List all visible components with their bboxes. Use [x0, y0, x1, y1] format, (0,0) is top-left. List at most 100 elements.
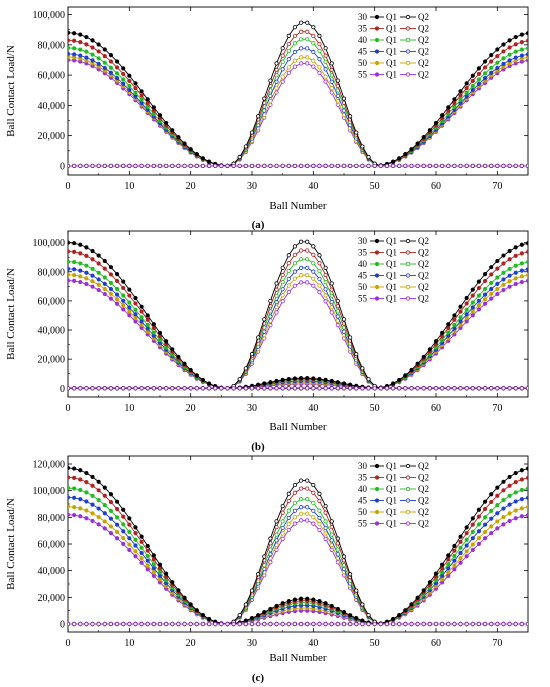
series-50-q2-point — [274, 305, 279, 310]
series-30-q1-point — [501, 42, 506, 47]
series-50-q2-point — [280, 531, 285, 536]
series-40-q1-point — [90, 52, 95, 57]
series-55-q1-point — [470, 313, 475, 318]
series-30-q1-point — [188, 602, 193, 607]
series-35-q1-point — [501, 49, 506, 54]
zero-baseline-point — [207, 386, 212, 391]
zero-baseline-point — [68, 622, 70, 626]
series-45-q1-point — [90, 58, 95, 63]
legend-series-name: 40 — [358, 259, 368, 269]
zero-baseline-point — [305, 622, 310, 626]
series-30-q1-point — [90, 248, 95, 254]
series-30-q2-point — [298, 239, 304, 244]
series-35-q1-point — [495, 266, 500, 271]
series-40-q2-point — [305, 497, 310, 502]
series-40-q1-point — [464, 537, 469, 542]
series-30-q1-point — [121, 66, 126, 71]
zero-baseline-point — [440, 163, 445, 168]
zero-baseline-point — [403, 163, 408, 168]
zero-baseline-point — [96, 163, 101, 168]
series-45-q2-point — [298, 46, 304, 51]
legend: 30 Q1 Q2 35 Q1 Q2 40 Q1 Q2 45 Q1 Q2 50 Q1 Q2 55 Q1 Q2 — [358, 461, 429, 529]
legend-q2-marker — [405, 296, 411, 301]
series-30-q1-inner-point — [311, 376, 316, 381]
zero-baseline-point — [108, 622, 113, 626]
series-50-q1-point — [507, 279, 512, 284]
zero-baseline-point — [378, 163, 383, 168]
zero-baseline-point — [335, 386, 340, 391]
legend-q1-marker — [374, 250, 380, 255]
zero-baseline-point — [476, 622, 481, 626]
series-55-q1-point — [102, 526, 107, 531]
zero-baseline-point — [219, 163, 224, 168]
series-30-q1-inner-point — [243, 618, 248, 623]
series-45-q2-point — [311, 269, 316, 274]
series-40-q1-point — [102, 502, 107, 508]
series-45-q1-point — [489, 70, 494, 75]
legend-q2-label: Q2 — [418, 70, 429, 80]
series-30-q1-point — [427, 128, 432, 133]
series-45-q2-point — [329, 538, 334, 543]
figure-caption: (c) — [252, 672, 265, 684]
x-tick-label: 30 — [247, 181, 257, 192]
legend-series-name: 40 — [358, 484, 368, 494]
zero-baseline-point — [323, 386, 328, 391]
series-30-q2-point — [292, 25, 298, 30]
series-45-q1-point — [145, 326, 150, 331]
series-55-q1-point — [525, 278, 528, 283]
figure-caption: (b) — [251, 441, 265, 453]
series-30-q1-point — [108, 53, 114, 58]
series-30-q1-point — [446, 105, 451, 110]
series-45-q1-point — [78, 497, 83, 502]
series-35-q2-point — [311, 33, 316, 39]
series-55-q2-point — [274, 310, 279, 315]
series-45-q1-point — [513, 499, 518, 504]
x-tick-label: 60 — [431, 638, 441, 649]
series-45-q2-line — [68, 506, 528, 625]
series-55-q2-point — [311, 521, 316, 526]
y-tick-label: 120,000 — [33, 460, 66, 471]
x-tick-label: 20 — [186, 403, 196, 414]
series-55-q1-point — [145, 567, 150, 572]
series-30-q2-point — [274, 61, 279, 66]
zero-baseline-point — [372, 163, 377, 168]
series-50-q1-line — [68, 506, 528, 625]
zero-baseline-point — [72, 622, 77, 626]
series-30-q1-point — [145, 97, 150, 102]
zero-baseline-point — [415, 386, 420, 391]
series-30-q1-point — [170, 128, 175, 133]
legend-q2-marker — [405, 72, 411, 77]
series-30-q1-inner-point — [292, 376, 298, 381]
series-30-q2-point — [262, 96, 267, 101]
zero-baseline-point — [243, 622, 248, 626]
series-55-q1-point — [68, 512, 71, 517]
series-45-q1-point — [157, 573, 163, 578]
series-30-q2-point — [256, 335, 261, 340]
zero-baseline-point — [526, 163, 528, 168]
plot-area — [68, 239, 528, 391]
series-40-q1-point — [96, 497, 101, 503]
series-40-q1-point — [108, 65, 114, 70]
series-55-q1-point — [127, 547, 132, 553]
series-40-q1-point — [501, 270, 506, 275]
series-35-q1-point — [519, 251, 524, 256]
zero-baseline-point — [207, 163, 212, 168]
series-55-q2-point — [292, 521, 298, 526]
zero-baseline-point — [397, 622, 402, 626]
zero-baseline-point — [458, 386, 463, 391]
series-35-q1-point — [139, 93, 144, 98]
series-55-q1-point — [90, 284, 95, 289]
series-35-q1-point — [519, 477, 524, 482]
series-30-q1-point — [78, 468, 83, 473]
series-30-q1-inner-point — [298, 376, 304, 381]
series-55-q1-point — [464, 554, 469, 559]
zero-baseline-point — [483, 622, 488, 626]
series-40-q1-point — [482, 515, 488, 520]
series-35-q1-point — [145, 317, 150, 322]
series-35-q1-point — [127, 78, 132, 83]
zero-baseline-point — [507, 622, 512, 626]
series-40-q1-point — [482, 71, 488, 76]
y-tick-label: 40,000 — [38, 326, 66, 337]
series-55 — [68, 512, 528, 627]
series-45-q2-point — [305, 46, 310, 51]
